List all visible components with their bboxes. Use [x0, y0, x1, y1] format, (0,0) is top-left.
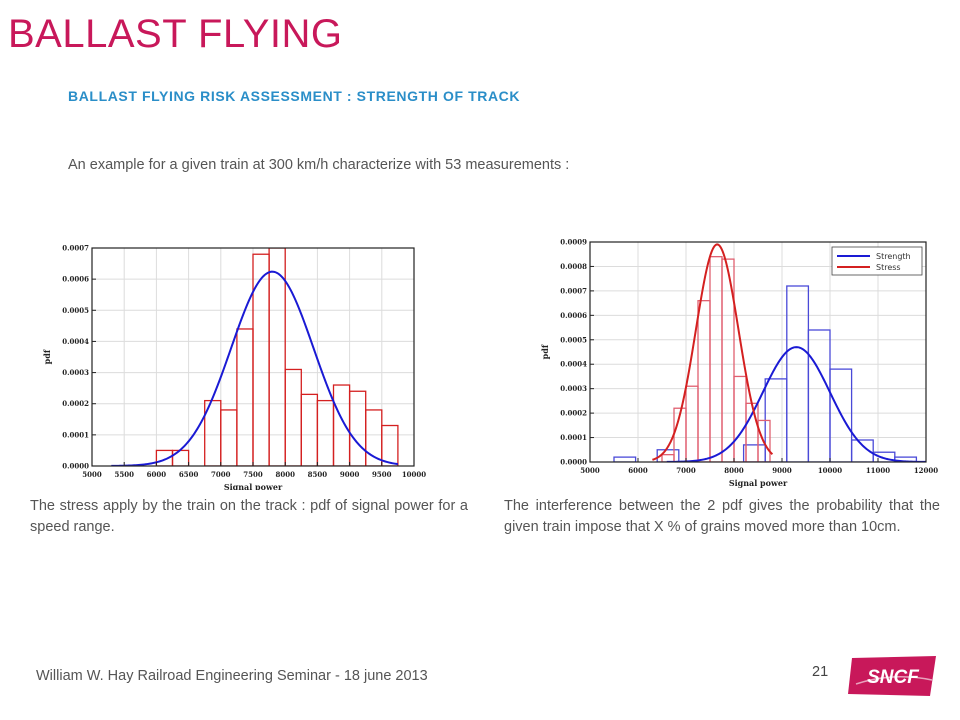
slide-subtitle: BALLAST FLYING RISK ASSESSMENT : STRENGT…: [68, 88, 521, 104]
x-tick-label: 9000: [340, 470, 360, 479]
x-tick-label: 6500: [179, 470, 199, 479]
pdf-curve-strength: [666, 346, 926, 462]
sncf-logo: SNCF: [848, 656, 936, 696]
y-tick-label: 0.0009: [560, 238, 587, 247]
histogram-bar: [332, 384, 351, 466]
y-tick-label: 0.0002: [560, 409, 587, 418]
x-tick-label: 12000: [914, 466, 938, 475]
y-tick-label: 0.0001: [62, 430, 89, 439]
histogram-strength: [613, 285, 918, 462]
x-axis-label: Signal power: [224, 482, 283, 490]
histogram-bar: [300, 393, 319, 466]
histogram-bar: [236, 328, 254, 466]
caption-right: The interference between the 2 pdf gives…: [504, 498, 940, 535]
x-axis-label: Signal power: [729, 478, 788, 488]
y-axis-label: pdf: [540, 344, 550, 359]
y-tick-label: 0.0004: [560, 360, 587, 369]
histogram-bar: [807, 329, 831, 462]
histogram-bar: [155, 449, 174, 466]
x-tick-label: 10000: [402, 470, 426, 479]
y-tick-label: 0.0000: [560, 458, 587, 467]
stress-pdf-chart: 5000 5500 6000 6500 7000 7500 8000 8500 9000 9500…: [42, 244, 426, 491]
x-tick-label: 7500: [243, 470, 263, 479]
y-tick-label: 0.0006: [62, 275, 89, 284]
histogram-bar: [757, 419, 771, 462]
y-tick-label: 0.0007: [62, 244, 89, 253]
histogram-bar: [850, 439, 874, 462]
logo-shape: [848, 656, 936, 696]
legend: Strength Stress: [831, 246, 923, 276]
histogram-bar: [171, 449, 190, 466]
y-tick-label: 0.0004: [62, 337, 89, 346]
y-tick-label: 0.0005: [560, 335, 587, 344]
x-tick-label: 7000: [211, 470, 231, 479]
x-tick-label: 9500: [372, 470, 392, 479]
histogram-bar: [613, 456, 637, 462]
page-number: 21: [812, 664, 829, 680]
logo-text: SNCF: [867, 667, 920, 688]
x-tick-label: 8000: [724, 466, 744, 475]
x-tick-label: 9000: [772, 466, 792, 475]
histogram-bar: [284, 368, 302, 466]
y-tick-label: 0.0007: [560, 286, 587, 295]
y-tick-label: 0.0008: [560, 262, 587, 271]
y-axis-label: pdf: [42, 349, 52, 364]
intro-text: An example for a given train at 300 km/h…: [68, 157, 570, 173]
pdf-curve-stress: [111, 270, 399, 466]
histogram-bar: [381, 424, 399, 466]
x-tick-label: 5500: [114, 470, 134, 479]
y-tick-label: 0.0002: [62, 399, 89, 408]
histogram-bar: [220, 409, 238, 466]
histogram-bar: [685, 385, 699, 462]
legend-label-strength: Strength: [876, 252, 911, 261]
y-tick-label: 0.0006: [560, 311, 587, 320]
plot-frame: [589, 241, 927, 463]
y-tick-label: 0.0001: [560, 433, 587, 442]
x-tick-label: 5000: [580, 466, 600, 475]
x-tick-label: 6000: [628, 466, 648, 475]
footer-text: William W. Hay Railroad Engineering Semi…: [36, 668, 428, 684]
histogram-bar: [316, 399, 335, 466]
histogram-stress: [155, 248, 399, 466]
plot-area: [111, 248, 399, 466]
plot-area: [613, 243, 926, 462]
y-tick-label: 0.0003: [62, 368, 89, 377]
legend-box: [831, 246, 923, 276]
x-tick-label: 6000: [147, 470, 167, 479]
x-tick-label: 7000: [676, 466, 696, 475]
histogram-bar: [268, 248, 286, 466]
x-tick-label: 10000: [818, 466, 842, 475]
caption-left: The stress apply by the train on the tra…: [30, 498, 468, 535]
legend-label-stress: Stress: [876, 263, 901, 272]
histogram-bar: [742, 444, 766, 462]
histogram-stress: [661, 256, 771, 462]
y-tick-label: 0.0003: [560, 384, 587, 393]
y-tick-label: 0.0005: [62, 306, 89, 315]
x-tick-label: 11000: [866, 466, 890, 475]
histogram-bar: [829, 368, 853, 462]
x-tick-label: 8500: [308, 470, 328, 479]
x-tick-label: 8000: [275, 470, 295, 479]
pdf-curve-stress: [652, 243, 774, 461]
x-tick-label: 5000: [82, 470, 102, 479]
interference-pdf-chart: 5000 6000 7000 8000 9000 10000 11000 12000 0.000…: [540, 238, 938, 489]
histogram-bar: [786, 285, 810, 462]
slide-title: BALLAST FLYING: [8, 12, 343, 56]
y-tick-label: 0.0000: [62, 462, 89, 471]
histogram-bar: [348, 390, 367, 466]
histogram-bar: [709, 256, 723, 462]
